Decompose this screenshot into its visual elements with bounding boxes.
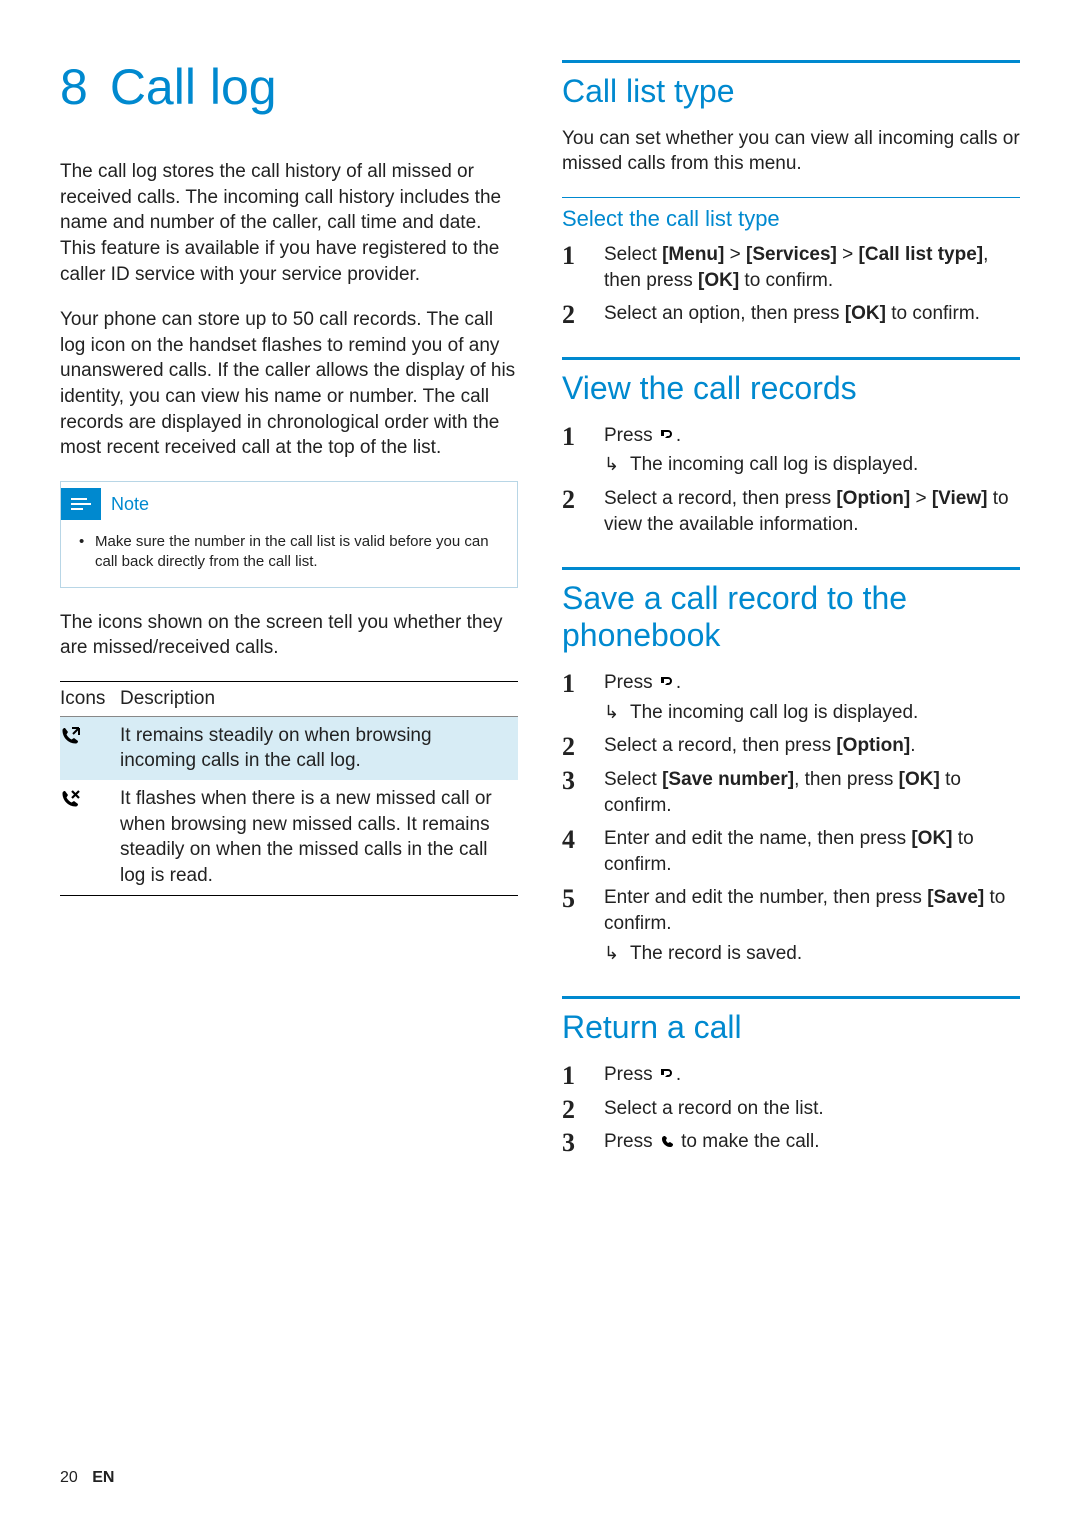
note-icon xyxy=(61,488,101,520)
step-text: Select a record, then press [Option] > [… xyxy=(604,488,1009,535)
page-columns: 8 Call log The call log stores the call h… xyxy=(60,60,1020,1185)
table-row: It flashes when there is a new missed ca… xyxy=(60,780,518,895)
section-return-call: Return a call Press . Select a record on… xyxy=(562,996,1020,1155)
missed-call-icon xyxy=(60,780,120,895)
step-text: Press to make the call. xyxy=(604,1131,819,1152)
step: Press to make the call. xyxy=(562,1129,1020,1155)
chapter-title-text: Call log xyxy=(110,59,277,115)
subsection-rule xyxy=(562,197,1020,198)
section-rule xyxy=(562,567,1020,570)
subsection-title: Select the call list type xyxy=(562,206,1020,232)
step-text: Enter and edit the number, then press [S… xyxy=(604,887,1005,934)
step-text: Enter and edit the name, then press [OK]… xyxy=(604,828,974,875)
section-title: Call list type xyxy=(562,73,1020,110)
step-text: Select [Menu] > [Services] > [Call list … xyxy=(604,244,988,291)
note-body: Make sure the number in the call list is… xyxy=(61,526,517,587)
page-lang: EN xyxy=(92,1469,114,1486)
step-result: The incoming call log is displayed. xyxy=(604,700,1020,726)
chapter-number: 8 xyxy=(60,59,88,115)
th-desc: Description xyxy=(120,681,518,716)
step: Press . The incoming call log is display… xyxy=(562,423,1020,478)
step-text: Select an option, then press [OK] to con… xyxy=(604,303,980,324)
section-title: Return a call xyxy=(562,1009,1020,1046)
icons-table: Icons Description It remains steadily on… xyxy=(60,681,518,896)
step: Enter and edit the number, then press [S… xyxy=(562,885,1020,966)
step-text: Select a record on the list. xyxy=(604,1098,824,1119)
section-save-record: Save a call record to the phonebook Pres… xyxy=(562,567,1020,966)
left-column: 8 Call log The call log stores the call h… xyxy=(60,60,518,1185)
section-call-list-type: Call list type You can set whether you c… xyxy=(562,60,1020,327)
step-text: Select a record, then press [Option]. xyxy=(604,735,915,756)
page-number: 20 xyxy=(60,1469,78,1486)
step: Enter and edit the name, then press [OK]… xyxy=(562,826,1020,877)
intro-para-2: Your phone can store up to 50 call recor… xyxy=(60,307,518,461)
section-rule xyxy=(562,996,1020,999)
row-desc: It flashes when there is a new missed ca… xyxy=(120,780,518,895)
steps-list: Select [Menu] > [Services] > [Call list … xyxy=(562,242,1020,327)
step: Select a record on the list. xyxy=(562,1096,1020,1122)
note-label: Note xyxy=(111,494,149,515)
steps-list: Press . The incoming call log is display… xyxy=(562,423,1020,538)
incoming-call-icon xyxy=(60,716,120,780)
step-text: Select [Save number], then press [OK] to… xyxy=(604,769,961,816)
step: Select an option, then press [OK] to con… xyxy=(562,301,1020,327)
steps-list: Press . The incoming call log is display… xyxy=(562,670,1020,966)
step-result: The incoming call log is displayed. xyxy=(604,452,1020,478)
section-rule xyxy=(562,357,1020,360)
step: Press . xyxy=(562,1062,1020,1088)
th-icons: Icons xyxy=(60,681,120,716)
step-text: Press . xyxy=(604,672,681,693)
step: Select a record, then press [Option] > [… xyxy=(562,486,1020,537)
step: Press . The incoming call log is display… xyxy=(562,670,1020,725)
section-title: Save a call record to the phonebook xyxy=(562,580,1020,654)
section-view-records: View the call records Press . The incomi… xyxy=(562,357,1020,537)
note-header: Note xyxy=(61,482,517,526)
note-box: Note Make sure the number in the call li… xyxy=(60,481,518,588)
step: Select a record, then press [Option]. xyxy=(562,733,1020,759)
step: Select [Menu] > [Services] > [Call list … xyxy=(562,242,1020,293)
right-column: Call list type You can set whether you c… xyxy=(562,60,1020,1185)
row-desc: It remains steadily on when browsing inc… xyxy=(120,716,518,780)
step-text: Press . xyxy=(604,1064,681,1085)
page-footer: 20 EN xyxy=(60,1469,114,1487)
section-rule xyxy=(562,60,1020,63)
table-row: It remains steadily on when browsing inc… xyxy=(60,716,518,780)
section-title: View the call records xyxy=(562,370,1020,407)
intro-para-1: The call log stores the call history of … xyxy=(60,159,518,287)
step-result: The record is saved. xyxy=(604,941,1020,967)
icons-intro: The icons shown on the screen tell you w… xyxy=(60,610,518,661)
step: Select [Save number], then press [OK] to… xyxy=(562,767,1020,818)
step-text: Press . xyxy=(604,425,681,446)
chapter-heading: 8 Call log xyxy=(60,60,518,115)
section-intro: You can set whether you can view all inc… xyxy=(562,126,1020,177)
steps-list: Press . Select a record on the list. Pre… xyxy=(562,1062,1020,1155)
